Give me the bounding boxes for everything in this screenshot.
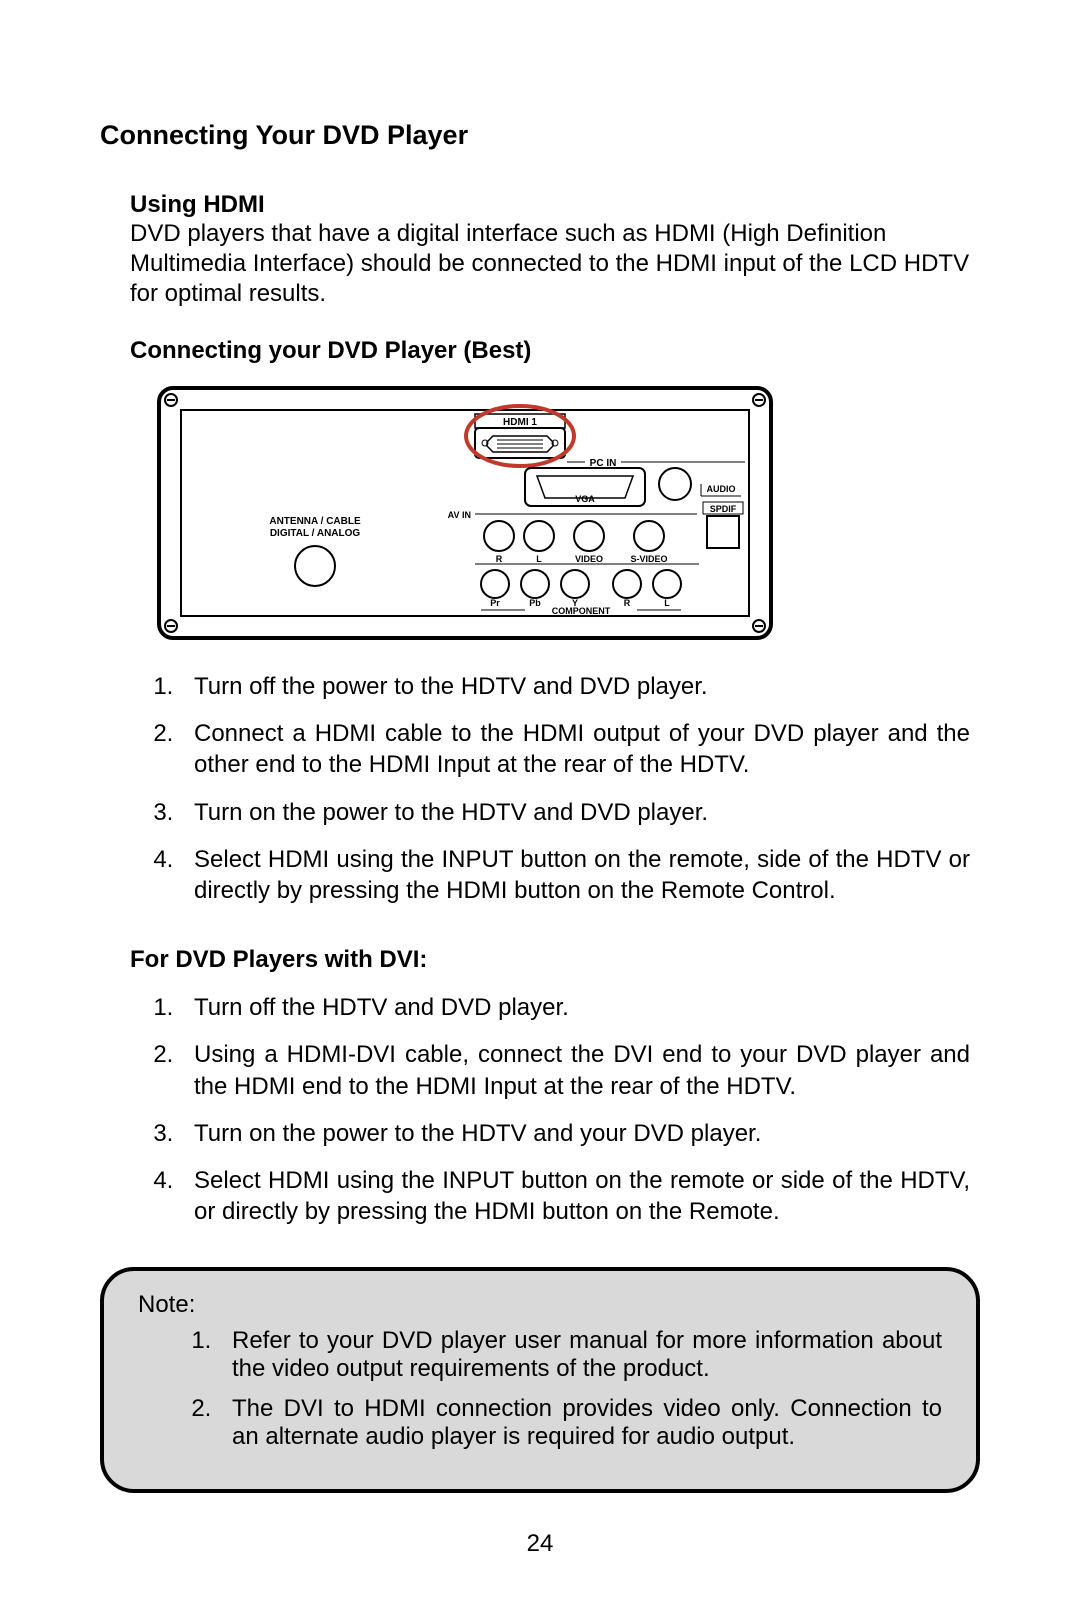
- note-box: Note: Refer to your DVD player user manu…: [100, 1267, 980, 1493]
- note-list: Refer to your DVD player user manual for…: [138, 1327, 942, 1451]
- list-item: Select HDMI using the INPUT button on th…: [180, 1165, 970, 1227]
- list-item: Turn on the power to the HDTV and DVD pl…: [180, 797, 970, 828]
- diagram-audio-label: AUDIO: [707, 484, 736, 494]
- diagram-avin-svideo: S-VIDEO: [630, 554, 667, 564]
- heading-dvi: For DVD Players with DVI:: [130, 946, 980, 974]
- list-item: Turn off the power to the HDTV and DVD p…: [180, 671, 970, 702]
- list-item: Connect a HDMI cable to the HDMI output …: [180, 718, 970, 780]
- diagram-avin-video: VIDEO: [575, 554, 603, 564]
- paragraph-hdmi-intro: DVD players that have a digital interfac…: [130, 219, 970, 309]
- diagram-antenna-label-2: DIGITAL / ANALOG: [270, 528, 361, 539]
- rear-panel-diagram: HDMI 1 PC IN VGA: [155, 383, 980, 643]
- list-item: The DVI to HDMI connection provides vide…: [218, 1395, 942, 1451]
- hdmi-steps-list: Turn off the power to the HDTV and DVD p…: [130, 671, 970, 906]
- diagram-component-label: COMPONENT: [552, 606, 611, 616]
- heading-using-hdmi: Using HDMI: [130, 191, 980, 219]
- diagram-avin-r: R: [496, 554, 503, 564]
- dvi-steps-list: Turn off the HDTV and DVD player. Using …: [130, 992, 970, 1227]
- list-item: Refer to your DVD player user manual for…: [218, 1327, 942, 1383]
- diagram-antenna-label-1: ANTENNA / CABLE: [269, 516, 361, 527]
- list-item: Using a HDMI-DVI cable, connect the DVI …: [180, 1039, 970, 1101]
- diagram-avin-label: AV IN: [448, 510, 471, 520]
- diagram-avin-l: L: [536, 554, 542, 564]
- diagram-comp-pr: Pr: [490, 598, 500, 608]
- list-item: Turn on the power to the HDTV and your D…: [180, 1118, 970, 1149]
- list-item: Select HDMI using the INPUT button on th…: [180, 844, 970, 906]
- diagram-spdif-label: SPDIF: [710, 504, 737, 514]
- diagram-comp-pb: Pb: [529, 598, 541, 608]
- list-item: Turn off the HDTV and DVD player.: [180, 992, 970, 1023]
- heading-connect-best: Connecting your DVD Player (Best): [130, 337, 980, 365]
- diagram-vga-label: VGA: [575, 494, 595, 504]
- diagram-comp-l: L: [664, 598, 670, 608]
- page-title: Connecting Your DVD Player: [100, 120, 980, 151]
- diagram-hdmi-label: HDMI 1: [503, 417, 537, 428]
- page-number: 24: [0, 1530, 1080, 1558]
- diagram-comp-r: R: [624, 598, 631, 608]
- note-label: Note:: [138, 1291, 942, 1319]
